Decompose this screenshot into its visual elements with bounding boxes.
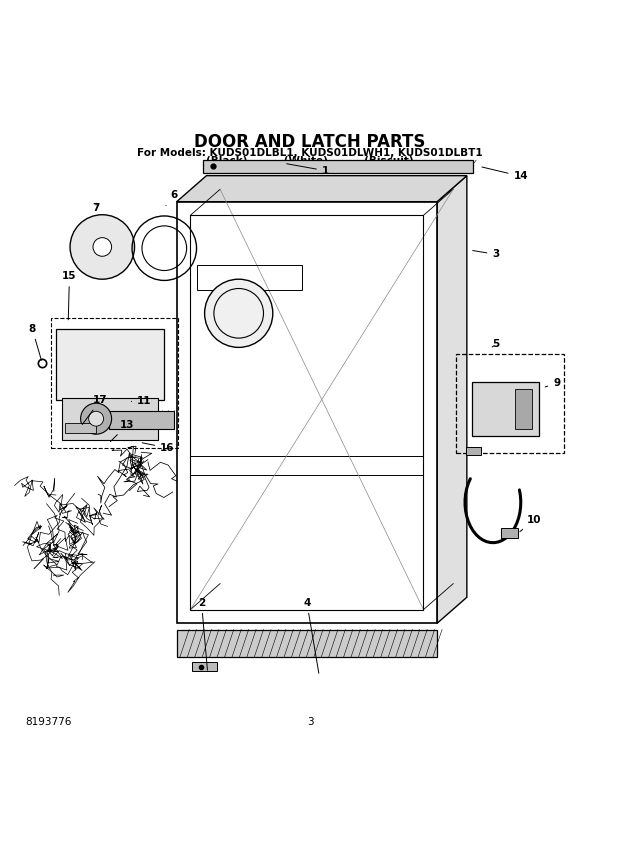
Text: 3: 3 — [472, 249, 500, 259]
Text: 9: 9 — [545, 378, 560, 389]
Polygon shape — [466, 447, 480, 455]
Text: 13: 13 — [110, 420, 135, 442]
Polygon shape — [501, 528, 518, 538]
Text: 5: 5 — [492, 339, 500, 349]
Circle shape — [205, 279, 273, 348]
Polygon shape — [177, 175, 467, 202]
Polygon shape — [62, 398, 158, 440]
Text: eReplacementParts.com: eReplacementParts.com — [242, 423, 378, 433]
Text: 11: 11 — [131, 396, 152, 407]
Circle shape — [70, 215, 135, 279]
Polygon shape — [472, 382, 539, 436]
Text: 17: 17 — [82, 395, 108, 425]
Polygon shape — [108, 411, 174, 429]
Text: 2: 2 — [198, 597, 208, 670]
Circle shape — [81, 403, 112, 434]
Text: 15: 15 — [62, 271, 77, 320]
Text: 4: 4 — [303, 597, 319, 674]
Polygon shape — [192, 663, 217, 671]
Text: 10: 10 — [520, 514, 542, 532]
Text: For Models: KUDS01DLBL1, KUDS01DLWH1, KUDS01DLBT1: For Models: KUDS01DLBL1, KUDS01DLWH1, KU… — [137, 148, 483, 158]
Polygon shape — [203, 160, 473, 173]
Circle shape — [89, 411, 104, 426]
Text: DOOR AND LATCH PARTS: DOOR AND LATCH PARTS — [194, 133, 426, 151]
Text: 8: 8 — [29, 324, 42, 360]
Text: 12: 12 — [34, 544, 60, 568]
Polygon shape — [65, 423, 96, 433]
Polygon shape — [177, 629, 437, 657]
Polygon shape — [56, 329, 164, 400]
Text: 6: 6 — [166, 191, 177, 205]
Text: 7: 7 — [92, 203, 100, 213]
Text: 1: 1 — [286, 163, 329, 175]
Polygon shape — [177, 202, 437, 623]
Text: 16: 16 — [142, 443, 175, 453]
Text: 14: 14 — [482, 167, 528, 181]
Text: (Black)          (White)          (Biscuit): (Black) (White) (Biscuit) — [206, 156, 414, 166]
Circle shape — [93, 238, 112, 256]
Text: 3: 3 — [307, 716, 313, 727]
Text: 8193776: 8193776 — [25, 716, 71, 727]
Polygon shape — [437, 175, 467, 623]
Polygon shape — [515, 389, 532, 429]
